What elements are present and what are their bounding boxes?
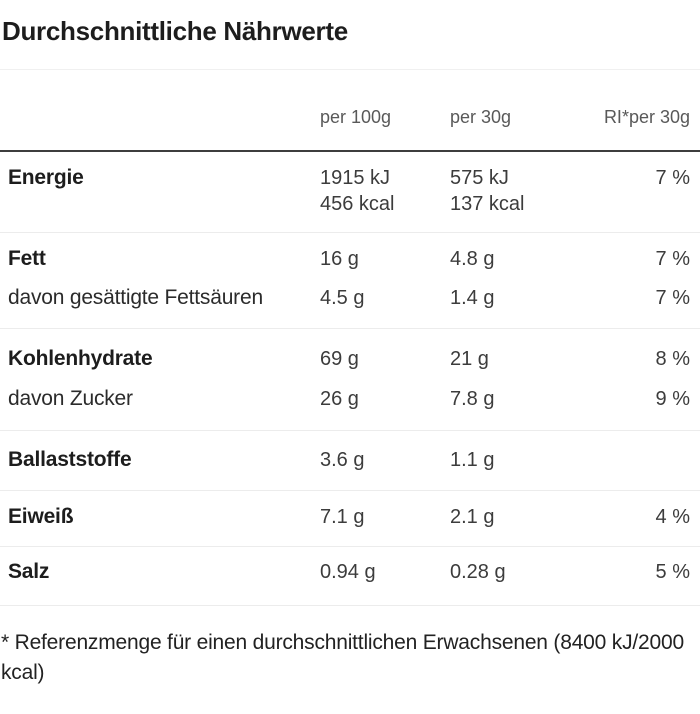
per-30g-value: 7.8 g [450, 388, 495, 410]
table-row-ballaststoffe: Ballaststoffe 3.6 g 1.1 g [0, 431, 700, 490]
section-fett: Fett 16 g 4.8 g 7 % davon gesättigte Fet… [0, 233, 700, 329]
per-100g-value: 69 g [320, 348, 359, 370]
per-100g-value: 26 g [320, 388, 359, 410]
per-100g-value: 3.6 g [320, 449, 365, 471]
per-100g-kj: 1915 kJ [320, 167, 391, 189]
table-row-gesaettigte-fettsaeuren: davon gesättigte Fettsäuren 4.5 g 1.4 g … [0, 271, 700, 328]
per-30g-value: 0.28 g [450, 561, 506, 583]
per-100g-kcal: 456 kcal [320, 193, 395, 215]
ri-value: 7 % [655, 287, 690, 309]
section-salz: Salz 0.94 g 0.28 g 5 % [0, 547, 700, 606]
page-title: Durchschnittliche Nährwerte [2, 16, 348, 46]
per-30g-value: 2.1 g [450, 506, 495, 528]
section-ballaststoffe: Ballaststoffe 3.6 g 1.1 g [0, 431, 700, 491]
reference-intake-footnote: * Referenzmenge für einen durchschnittli… [1, 631, 684, 684]
per-100g-value: 1915 kJ 456 kcal [320, 165, 450, 217]
section-eiweiss: Eiweiß 7.1 g 2.1 g 4 % [0, 491, 700, 547]
section-kohlenhydrate: Kohlenhydrate 69 g 21 g 8 % davon Zucker… [0, 329, 700, 431]
row-label: Kohlenhydrate [8, 347, 153, 370]
per-30g-value: 1.4 g [450, 287, 495, 309]
per-100g-value: 16 g [320, 248, 359, 270]
row-label: Eiweiß [8, 505, 74, 528]
row-label: Energie [8, 166, 84, 189]
per-30g-value: 1.1 g [450, 449, 495, 471]
row-label: Ballaststoffe [8, 448, 132, 471]
table-row-kohlenhydrate: Kohlenhydrate 69 g 21 g 8 % [0, 329, 700, 371]
ri-value: 9 % [655, 388, 690, 410]
title-divider [0, 69, 700, 70]
col-header-per-100g: per 100g [320, 107, 392, 127]
table-row-salz: Salz 0.94 g 0.28 g 5 % [0, 547, 700, 605]
col-header-per-30g: per 30g [450, 107, 512, 127]
nutrition-table: per 100g per 30g RI*per 30g Energie 1915… [0, 70, 700, 606]
ri-value: 4 % [655, 506, 690, 528]
row-label: Salz [8, 560, 50, 583]
ri-value: 5 % [655, 561, 690, 583]
row-label: davon gesättigte Fettsäuren [8, 286, 263, 309]
ri-value: 7 % [655, 167, 690, 189]
table-row-fett: Fett 16 g 4.8 g 7 % [0, 233, 700, 271]
table-header-row: per 100g per 30g RI*per 30g [0, 70, 700, 150]
header-divider [0, 150, 700, 152]
table-row-zucker: davon Zucker 26 g 7.8 g 9 % [0, 371, 700, 430]
per-30g-value: 4.8 g [450, 248, 495, 270]
row-label: davon Zucker [8, 387, 133, 410]
per-30g-kj: 575 kJ [450, 167, 509, 189]
per-30g-kcal: 137 kcal [450, 193, 525, 215]
ri-value: 7 % [655, 248, 690, 270]
row-label: Fett [8, 247, 46, 270]
per-100g-value: 7.1 g [320, 506, 365, 528]
per-100g-value: 4.5 g [320, 287, 365, 309]
nutrition-panel: Durchschnittliche Nährwerte per 100g per… [0, 14, 700, 714]
ri-value: 8 % [655, 348, 690, 370]
per-100g-value: 0.94 g [320, 561, 376, 583]
table-row-eiweiss: Eiweiß 7.1 g 2.1 g 4 % [0, 491, 700, 546]
per-30g-value: 21 g [450, 348, 489, 370]
col-header-ri-per-30g: RI*per 30g [603, 107, 690, 127]
section-energie: Energie 1915 kJ 456 kcal 575 kJ 137 kcal… [0, 152, 700, 233]
per-30g-value: 575 kJ 137 kcal [450, 165, 570, 217]
table-row-energie: Energie 1915 kJ 456 kcal 575 kJ 137 kcal… [0, 152, 700, 232]
